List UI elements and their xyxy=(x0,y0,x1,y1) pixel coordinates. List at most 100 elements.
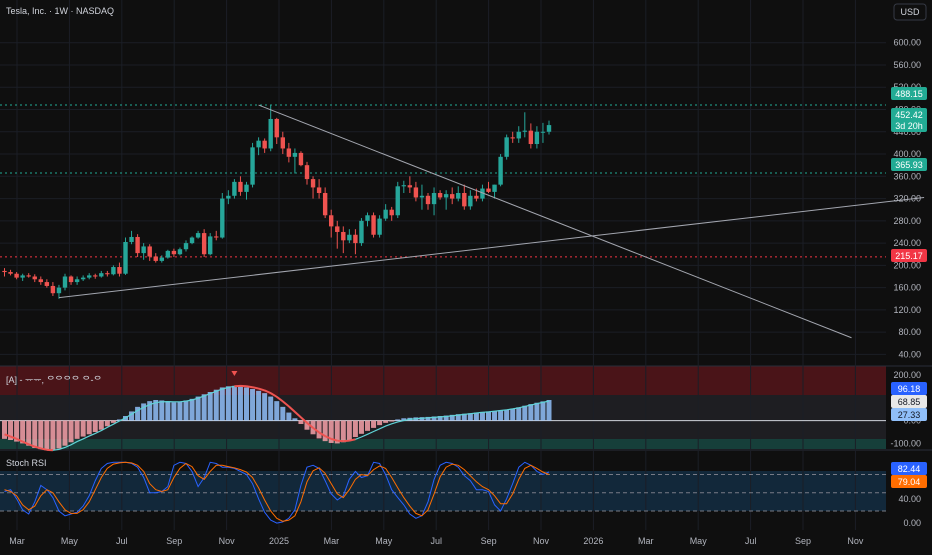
x-tick-label: Sep xyxy=(481,536,497,546)
osc-histogram-bar xyxy=(105,421,110,427)
candle-body xyxy=(20,275,24,277)
osc-histogram-bar xyxy=(238,386,243,420)
candle-body xyxy=(438,193,442,197)
candle-body xyxy=(81,278,85,280)
x-tick-label: Jul xyxy=(116,536,128,546)
y-tick-label: 360.00 xyxy=(893,171,921,181)
osc-histogram-bar xyxy=(56,421,61,449)
x-tick-label: Jul xyxy=(430,536,442,546)
osc-histogram-bar xyxy=(38,421,43,450)
candle-body xyxy=(2,271,6,272)
candle-body xyxy=(208,236,212,254)
osc-histogram-bar xyxy=(371,421,376,428)
candle xyxy=(359,218,363,246)
candle-body xyxy=(63,277,67,288)
osc-histogram-bar xyxy=(202,394,207,420)
osc-histogram-bar xyxy=(383,421,388,423)
candle-body xyxy=(468,196,472,207)
candle-body xyxy=(462,193,466,206)
candle xyxy=(123,238,127,275)
osc-c-text: 27.33 xyxy=(898,410,921,420)
candle xyxy=(504,135,508,160)
osc-histogram-bar xyxy=(26,421,31,446)
x-tick-label: Nov xyxy=(533,536,550,546)
osc-a-text: 96.18 xyxy=(898,384,921,394)
y-tick-label: 80.00 xyxy=(898,327,921,337)
candle-body xyxy=(323,193,327,215)
candle-body xyxy=(408,185,412,187)
x-tick-label: May xyxy=(375,536,393,546)
osc-histogram-bar xyxy=(534,403,539,421)
oscillator-title[interactable]: [A] - ᅲᅲ, ᄋᄋᄋᄋ ᄋ-ᄋ xyxy=(6,375,102,385)
osc-histogram-bar xyxy=(480,412,485,421)
y-tick-label: 160.00 xyxy=(893,283,921,293)
stoch-band-zone xyxy=(0,471,886,511)
stoch-title[interactable]: Stoch RSI xyxy=(6,458,47,468)
candle-body xyxy=(287,148,291,156)
candle-body xyxy=(402,185,406,186)
candle-body xyxy=(214,236,218,237)
candle-body xyxy=(244,185,248,192)
x-tick-label: Mar xyxy=(9,536,25,546)
candle-body xyxy=(57,288,61,294)
osc-histogram-bar xyxy=(317,421,322,439)
candle-body xyxy=(353,235,357,243)
candle-body xyxy=(154,256,158,260)
osc-overbought-zone xyxy=(0,366,886,395)
candle-body xyxy=(317,187,321,193)
osc-histogram-bar xyxy=(377,421,382,426)
candle-body xyxy=(390,210,394,216)
x-tick-label: Nov xyxy=(219,536,236,546)
candle-body xyxy=(535,132,539,144)
osc-histogram-bar xyxy=(208,392,213,421)
osc-histogram-bar xyxy=(280,407,285,421)
osc-histogram-bar xyxy=(395,419,400,420)
candle-body xyxy=(456,193,460,199)
osc-histogram-bar xyxy=(498,410,503,420)
candle-body xyxy=(365,215,369,221)
candle-body xyxy=(486,189,490,192)
candle-body xyxy=(262,141,266,149)
mid-level-tag-text: 365.93 xyxy=(895,160,923,170)
candle-body xyxy=(93,275,97,276)
osc-histogram-bar xyxy=(504,410,509,421)
y-tick-label: 600.00 xyxy=(893,38,921,48)
osc-histogram-bar xyxy=(268,397,273,421)
x-tick-label: Mar xyxy=(638,536,654,546)
candle-body xyxy=(202,233,206,254)
osc-b-text: 68.85 xyxy=(898,397,921,407)
osc-histogram-bar xyxy=(359,421,364,434)
candle-body xyxy=(547,125,551,132)
osc-histogram-bar xyxy=(274,401,279,420)
symbol-title[interactable]: Tesla, Inc. · 1W · NASDAQ xyxy=(6,6,114,16)
osc-histogram-bar xyxy=(93,421,98,432)
osc-histogram-bar xyxy=(165,401,170,420)
y-tick-label: 560.00 xyxy=(893,60,921,70)
osc-histogram-bar xyxy=(50,421,55,450)
candle-body xyxy=(444,194,448,197)
candle-body xyxy=(45,282,49,286)
osc-histogram-bar xyxy=(177,402,182,421)
osc-histogram-bar xyxy=(492,411,497,421)
candle-body xyxy=(69,277,73,283)
x-tick-label: May xyxy=(61,536,79,546)
candle-body xyxy=(383,210,387,219)
x-tick-label: Sep xyxy=(166,536,182,546)
candle-body xyxy=(529,131,533,144)
candle-body xyxy=(359,221,363,243)
osc-signal-down-segment xyxy=(253,387,259,388)
candle-body xyxy=(523,131,527,132)
candle-body xyxy=(269,119,273,149)
candle-body xyxy=(148,246,152,256)
osc-histogram-bar xyxy=(486,411,491,420)
osc-histogram-bar xyxy=(510,409,515,421)
y-tick-label: 240.00 xyxy=(893,238,921,248)
osc-histogram-bar xyxy=(341,421,346,443)
candle-body xyxy=(256,141,260,148)
osc-histogram-bar xyxy=(389,421,394,422)
candle-body xyxy=(329,215,333,226)
candle-body xyxy=(498,157,502,185)
candle-body xyxy=(39,279,43,282)
x-tick-label: Mar xyxy=(324,536,340,546)
osc-oversold-zone xyxy=(0,439,886,449)
